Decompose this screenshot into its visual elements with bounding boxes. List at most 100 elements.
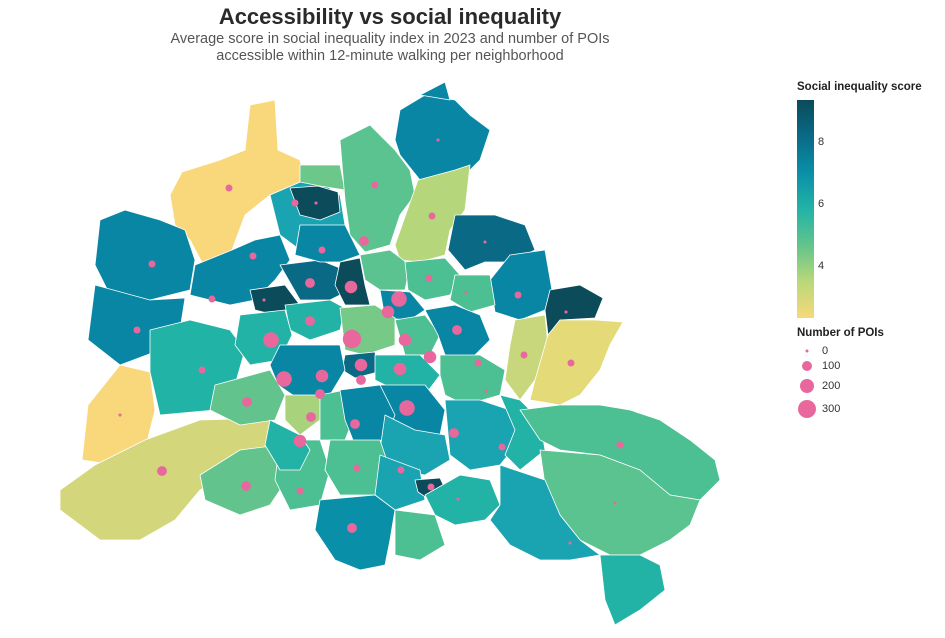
- neighborhood: [439, 354, 506, 406]
- poi-bubble: [354, 358, 368, 372]
- poi-bubble: [393, 362, 407, 376]
- poi-bubble: [399, 400, 415, 416]
- neighborhood: [299, 164, 346, 191]
- poi-bubble: [353, 464, 361, 472]
- poi-bubble: [198, 366, 206, 374]
- poi-bubble: [242, 397, 252, 407]
- neighborhood: [504, 314, 549, 401]
- poi-bubble: [464, 291, 468, 295]
- chart-title: Accessibility vs social inequality: [218, 4, 562, 29]
- color-tick-6: 6: [818, 198, 825, 210]
- poi-bubble: [296, 487, 304, 495]
- neighborhood: [519, 404, 721, 501]
- poi-bubble: [276, 371, 292, 387]
- poi-bubble: [474, 359, 482, 367]
- color-tick-8: 8: [818, 136, 825, 148]
- neighborhood: [94, 209, 196, 301]
- neighborhood: [529, 319, 624, 406]
- size-label-100: 100: [822, 360, 841, 372]
- poi-bubble: [423, 350, 437, 364]
- neighborhood: [284, 394, 321, 436]
- poi-bubble: [520, 351, 528, 359]
- poi-bubble: [305, 278, 315, 288]
- poi-bubble: [263, 332, 279, 348]
- color-legend-title: Social inequality score: [797, 81, 922, 93]
- poi-bubble: [342, 329, 362, 349]
- poi-bubble: [425, 274, 433, 282]
- neighborhood: [544, 284, 604, 336]
- size-legend-dots: [798, 349, 816, 418]
- poi-bubble: [428, 212, 436, 220]
- subtitle-line-1: Average score in social inequality index…: [170, 31, 610, 47]
- chart-subtitle: Average score in social inequality index…: [0, 31, 780, 65]
- neighborhood: [419, 81, 451, 101]
- poi-bubble: [344, 280, 358, 294]
- neighborhood: [489, 464, 601, 561]
- poi-bubble: [371, 181, 379, 189]
- poi-bubble: [564, 310, 568, 314]
- poi-bubble: [350, 419, 360, 429]
- poi-bubble: [567, 359, 575, 367]
- neighborhood: [394, 509, 446, 561]
- neighborhood: [424, 474, 501, 526]
- neighborhood: [294, 224, 361, 263]
- poi-bubble: [613, 501, 617, 505]
- poi-bubble: [347, 523, 357, 533]
- color-tick-4: 4: [818, 260, 825, 272]
- poi-bubble: [241, 481, 251, 491]
- poi-bubble: [436, 138, 440, 142]
- neighborhood: [314, 494, 396, 571]
- color-scale-bar: [797, 100, 814, 318]
- size-legend-title: Number of POIs: [797, 327, 884, 339]
- poi-bubble: [306, 412, 316, 422]
- poi-bubble: [484, 389, 488, 393]
- neighborhood: [339, 124, 416, 253]
- size-label-300: 300: [822, 403, 841, 415]
- poi-bubble: [262, 298, 266, 302]
- neighborhood: [374, 454, 426, 511]
- size-label-0: 0: [822, 345, 829, 357]
- poi-bubble: [391, 291, 407, 307]
- poi-bubble: [397, 466, 405, 474]
- poi-bubble: [249, 252, 257, 260]
- neighborhood: [599, 554, 666, 626]
- poi-bubble: [225, 184, 233, 192]
- size-dot-200: [800, 379, 814, 393]
- poi-bubble: [133, 326, 141, 334]
- poi-bubble: [356, 375, 366, 385]
- neighborhood: [284, 299, 346, 341]
- poi-bubble: [293, 434, 307, 448]
- poi-bubble: [449, 428, 459, 438]
- subtitle-line-2: accessible within 12-minute walking per …: [216, 48, 564, 64]
- poi-bubble: [498, 443, 506, 451]
- poi-bubble: [483, 240, 487, 244]
- poi-bubble: [315, 389, 325, 399]
- neighborhood: [169, 99, 306, 269]
- size-dot-0: [805, 349, 809, 353]
- poi-bubble: [427, 483, 435, 491]
- poi-bubble: [157, 466, 167, 476]
- poi-bubble: [568, 541, 572, 545]
- neighborhood: [359, 249, 411, 291]
- poi-bubble: [452, 325, 462, 335]
- size-dot-300: [798, 400, 816, 418]
- neighborhood: [449, 274, 496, 313]
- poi-bubble: [118, 413, 122, 417]
- poi-bubble: [381, 305, 395, 319]
- poi-bubble: [208, 295, 216, 303]
- poi-bubble: [291, 199, 299, 207]
- poi-bubble: [456, 497, 460, 501]
- poi-bubble: [148, 260, 156, 268]
- poi-bubble: [318, 246, 326, 254]
- poi-bubble: [616, 441, 624, 449]
- poi-bubble: [359, 236, 369, 246]
- size-dot-100: [802, 361, 812, 371]
- poi-bubble: [514, 291, 522, 299]
- poi-bubble: [315, 369, 329, 383]
- poi-bubble: [314, 201, 318, 205]
- neighborhood: [404, 257, 461, 301]
- size-label-200: 200: [822, 380, 841, 392]
- poi-bubble: [398, 333, 412, 347]
- poi-bubble: [305, 316, 315, 326]
